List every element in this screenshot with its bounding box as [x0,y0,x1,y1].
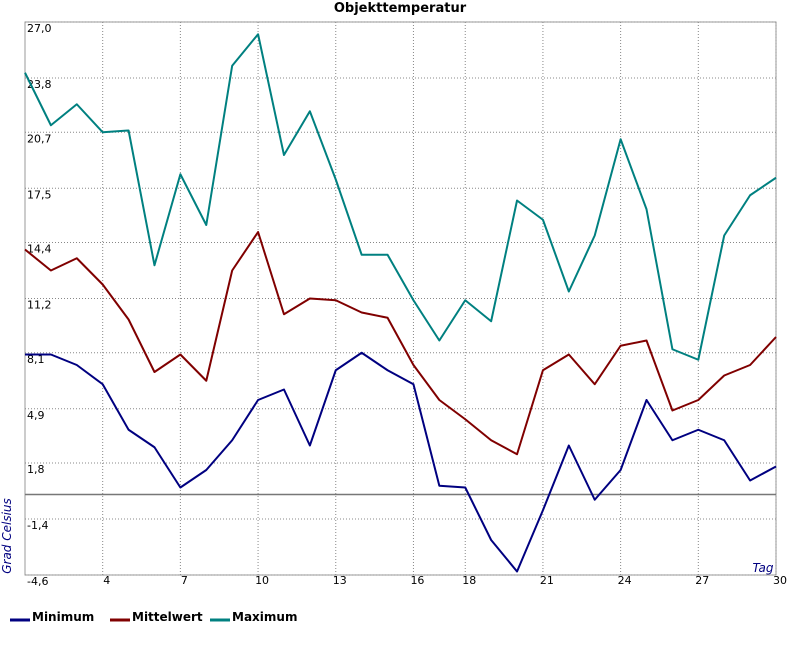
legend-label: Minimum [32,610,94,624]
y-tick-label: 17,5 [27,188,52,201]
x-axis-title: Tag [752,561,773,575]
y-tick-label: 8,1 [27,353,45,366]
y-tick-label: 27,0 [27,22,52,35]
y-tick-label: 1,8 [27,463,45,476]
y-tick-label: 11,2 [27,299,52,312]
legend-label: Mittelwert [132,610,203,624]
line-series [24,33,777,361]
y-tick-label: -1,4 [27,519,48,532]
y-tick-label: 4,9 [27,409,45,422]
x-tick-label: 30 [773,574,787,587]
legend-label: Maximum [232,610,297,624]
x-tick-label: 10 [255,574,269,587]
x-tick-label: 21 [540,574,554,587]
x-tick-label: 4 [103,574,110,587]
line-series [25,351,777,573]
chart-title: Objekttemperatur [334,1,467,16]
x-tick-label: 18 [462,574,476,587]
x-tick-label: 16 [410,574,424,587]
line-series [24,231,777,456]
x-tick-label: 24 [618,574,632,587]
y-tick-label: 20,7 [27,132,52,145]
y-axis-title: Grad Celsius [0,498,14,574]
x-tick-label: 27 [695,574,709,587]
x-tick-label: 13 [333,574,347,587]
y-tick-label: -4,6 [27,575,48,588]
x-tick-label: 7 [181,574,188,587]
y-tick-label: 14,4 [27,243,52,256]
